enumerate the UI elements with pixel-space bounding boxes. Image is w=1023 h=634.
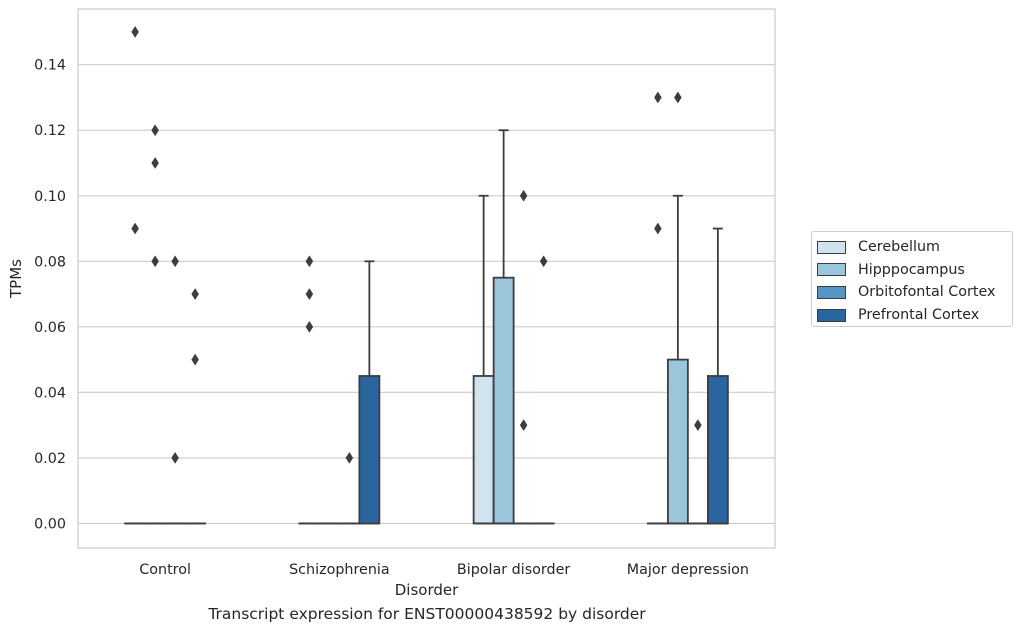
box-prefrontal-cortex (184, 288, 207, 525)
y-gridlines (78, 64, 775, 524)
legend-label: Prefrontal Cortex (858, 307, 980, 324)
outlier-point (151, 124, 159, 137)
outlier-point (305, 320, 314, 333)
box-groups (124, 25, 729, 525)
box-prefrontal-cortex (706, 227, 729, 525)
outlier-point (151, 255, 159, 268)
outlier-point (305, 255, 314, 268)
chart-subtitle: Transcript expression for ENST0000043859… (208, 605, 646, 623)
outlier-point (519, 419, 528, 432)
y-tick-label: 0.14 (34, 58, 66, 74)
outlier-point (694, 419, 702, 432)
box-prefrontal-cortex (358, 260, 381, 525)
outlier-point (131, 222, 139, 235)
legend-swatch (817, 263, 846, 277)
box-cerebellum (646, 91, 669, 525)
outlier-point (191, 288, 199, 301)
box-cerebellum (298, 255, 321, 525)
y-tick-labels: 0.00 0.02 0.04 0.06 0.08 0.10 0.12 0.14 (34, 58, 66, 533)
box-cerebellum (472, 194, 495, 525)
plot-frame (77, 8, 776, 549)
y-tick-label: 0.00 (34, 516, 66, 532)
outlier-point (519, 189, 528, 202)
outlier-point (171, 255, 179, 268)
box-orbitofontal-cortex (164, 255, 187, 525)
box-orbitofontal-cortex (512, 189, 535, 525)
legend-swatch (817, 240, 846, 254)
outlier-point (171, 451, 179, 464)
x-tick-labels: Control Schizophrenia Bipolar disorder Majo… (139, 562, 749, 578)
box-hipppocampus (144, 124, 167, 525)
outlier-point (131, 25, 139, 38)
outlier-point (654, 222, 662, 235)
x-tick-label: Bipolar disorder (457, 562, 570, 578)
legend-item: Prefrontal Cortex (817, 304, 1012, 327)
y-tick-label: 0.04 (34, 385, 66, 401)
legend-item: Hipppocampus (817, 259, 1012, 282)
outlier-point (151, 157, 159, 169)
outlier-point (345, 451, 354, 464)
x-tick-label: Schizophrenia (289, 562, 390, 578)
box-hipppocampus (666, 91, 689, 525)
x-tick-label: Control (139, 562, 191, 578)
box-body (472, 375, 495, 525)
legend-label: Cerebellum (858, 239, 940, 256)
box-body (358, 375, 381, 525)
legend-swatch (817, 308, 846, 322)
box-orbitofontal-cortex (686, 419, 709, 525)
y-tick-label: 0.06 (34, 320, 66, 336)
box-orbitofontal-cortex (338, 451, 361, 525)
box-body (666, 358, 689, 525)
x-tick-label: Major depression (627, 562, 749, 578)
y-tick-label: 0.10 (34, 189, 66, 205)
outlier-point (539, 255, 548, 268)
box-hipppocampus (492, 129, 515, 525)
y-axis-label: TPMs (7, 259, 25, 299)
x-axis-label: Disorder (395, 581, 459, 599)
outlier-point (191, 353, 199, 366)
y-tick-label: 0.08 (34, 254, 66, 270)
legend-label: Hipppocampus (858, 261, 965, 278)
legend: Cerebellum Hipppocampus Orbitofontal Corte… (811, 231, 1013, 327)
y-tick-label: 0.02 (34, 451, 66, 467)
box-body (492, 276, 515, 525)
legend-label: Orbitofontal Cortex (858, 284, 996, 301)
box-body (706, 375, 729, 525)
outlier-point (674, 91, 682, 104)
legend-swatch (817, 285, 846, 299)
box-prefrontal-cortex (532, 255, 555, 525)
outlier-point (654, 91, 662, 104)
legend-item: Cerebellum (817, 236, 1012, 259)
box-cerebellum (124, 25, 147, 525)
y-tick-label: 0.12 (34, 123, 66, 139)
legend-item: Orbitofontal Cortex (817, 281, 1012, 304)
outlier-point (305, 288, 314, 301)
